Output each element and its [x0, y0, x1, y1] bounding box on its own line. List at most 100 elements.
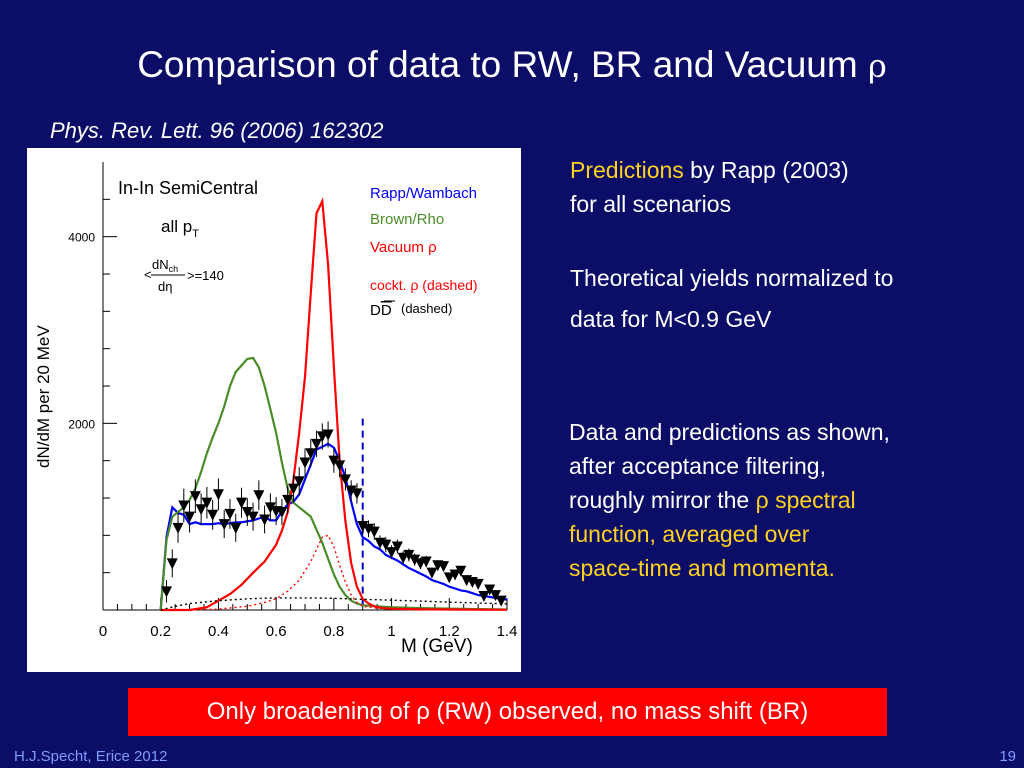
footer-author: H.J.Specht, Erice 2012 [14, 748, 168, 765]
data-point [443, 572, 455, 584]
data-point [328, 455, 340, 467]
data-point [218, 519, 230, 531]
x-tick-label: 0 [99, 623, 107, 640]
x-tick-label: 1 [387, 623, 395, 640]
data-point [403, 549, 415, 561]
data-point [484, 584, 496, 596]
pt-subscript: T [192, 228, 199, 240]
predictions-line: Predictions by Rapp (2003) [570, 153, 849, 187]
y-tick-label: 4000 [68, 231, 95, 245]
dnch-value: >=140 [187, 268, 224, 283]
legend-vacuum-rho: Vacuum ρ [370, 239, 437, 256]
conclusion-banner: Only broadening of ρ (RW) observed, no m… [128, 688, 887, 736]
legend-cocktail-rho: cockt. ρ (dashed) [370, 277, 478, 293]
data-point [241, 507, 253, 518]
acceptance-note: Data and predictions as shown, after acc… [569, 415, 890, 585]
data-point [420, 556, 432, 568]
accept-line-1: Data and predictions as shown, [569, 419, 890, 445]
x-tick-label: 0.4 [208, 623, 229, 640]
y-tick-label: 2000 [68, 417, 95, 431]
data-point [166, 558, 178, 570]
data-point [311, 438, 323, 450]
accept-line-3: roughly mirror the ρ spectral [569, 483, 890, 517]
x-tick-label: 0.8 [323, 623, 344, 640]
legend-brown-rho: Brown/Rho [370, 211, 444, 228]
page-number: 19 [999, 748, 1016, 765]
data-point [362, 523, 374, 535]
accept-line-3b: ρ spectral [755, 487, 856, 513]
series-rapp-wambach [159, 442, 508, 611]
accept-line-2: after acceptance filtering, [569, 453, 826, 479]
legend-dd-bar: DD [370, 302, 392, 319]
data-point [184, 511, 196, 523]
data-point [178, 500, 190, 512]
data-point [230, 522, 242, 534]
norm-line-2: data for M<0.9 GeV [570, 306, 772, 332]
series-curves [159, 197, 508, 612]
legend-dd-dashed: (dashed) [401, 301, 452, 316]
data-point [247, 511, 259, 523]
dnch-denominator: dη [158, 279, 172, 294]
data-point [293, 476, 305, 488]
data-point [276, 507, 288, 518]
data-point [351, 488, 363, 500]
data-point [386, 547, 398, 559]
data-point [449, 569, 461, 581]
norm-line-1: Theoretical yields normalized to [570, 265, 894, 291]
pt-text: all p [161, 217, 192, 236]
data-point [380, 539, 392, 551]
data-point [172, 522, 184, 534]
data-point [495, 595, 507, 607]
data-point [207, 509, 219, 521]
data-point [409, 554, 421, 566]
data-point [236, 497, 248, 509]
data-point [299, 457, 311, 469]
data-point [472, 578, 484, 590]
series-vacuum [160, 197, 508, 612]
x-tick-label: 1.2 [439, 623, 460, 640]
data-point [264, 502, 276, 514]
data-point [426, 567, 438, 579]
data-point [201, 497, 213, 509]
data-point [455, 565, 467, 577]
data-point [438, 561, 450, 573]
pt-label: all pT [161, 217, 199, 240]
data-point [345, 485, 357, 497]
data-point [224, 508, 236, 520]
x-tick-label: 1.4 [497, 623, 518, 640]
dnch-value-text: =140 [195, 268, 224, 283]
slide-title-text: Comparison of data to RW, BR and Vacuum [137, 44, 868, 85]
x-tick-label: 0.2 [150, 623, 171, 640]
accept-line-4: function, averaged over [569, 521, 810, 547]
x-tick-label: 0.6 [266, 623, 287, 640]
axes: 0 0.2 0.4 0.6 0.8 1 1.2 1.4 2000 4000 [68, 162, 517, 640]
data-point [253, 490, 265, 502]
data-point [195, 504, 207, 516]
dnch-numerator: dNch [152, 257, 178, 274]
data-point [305, 448, 317, 460]
data-point [397, 552, 409, 564]
predictions-rest: by Rapp (2003) [683, 157, 849, 183]
predictions-note: Predictions by Rapp (2003) for all scena… [570, 153, 849, 221]
data-point [322, 429, 334, 441]
data-point [212, 489, 224, 501]
normalization-note: Theoretical yields normalized to data fo… [570, 258, 893, 340]
y-axis-label: dN/dM per 20 MeV [34, 325, 53, 468]
system-label: In-In SemiCentral [118, 178, 258, 198]
scenarios-line: for all scenarios [570, 191, 732, 217]
dnch-num: dN [152, 257, 169, 272]
chart-panel: dN/dM per 20 MeV M (GeV) 0 0.2 0.4 0.6 0.8 1 1… [27, 148, 521, 672]
data-point [259, 514, 271, 526]
data-point [160, 586, 172, 598]
accept-line-3a: roughly mirror the [569, 487, 756, 513]
legend-rapp-wambach: Rapp/Wambach [370, 185, 477, 202]
accept-line-5: space-time and momenta. [569, 555, 835, 581]
dnch-less-than: < [144, 267, 152, 282]
data-points [160, 421, 507, 607]
data-point [478, 591, 490, 602]
slide-title: Comparison of data to RW, BR and Vacuum … [0, 44, 1024, 86]
data-point [339, 474, 351, 486]
series-brown-rho [159, 356, 508, 611]
data-point [282, 494, 294, 506]
data-point [368, 526, 380, 538]
